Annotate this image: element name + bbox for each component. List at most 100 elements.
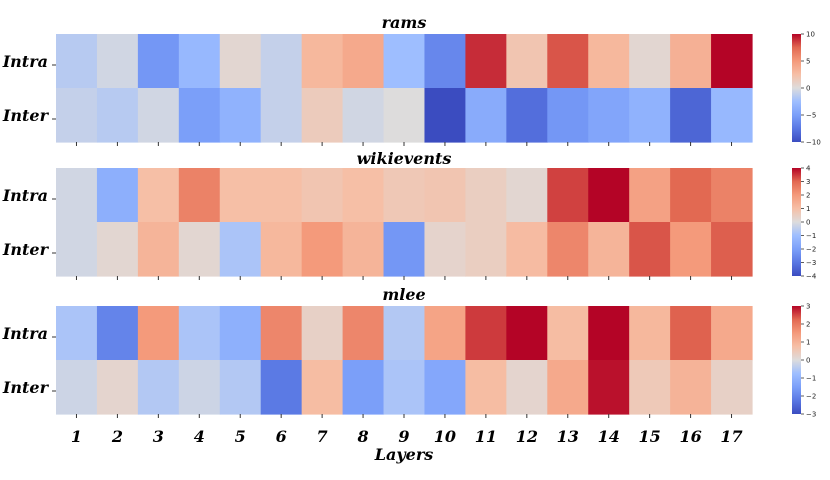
heatmap-cell-wikievents-intra-8 (342, 168, 385, 223)
heatmap-cell-rams-intra-8 (342, 34, 385, 89)
heatmap-cell-wikievents-inter-8 (342, 222, 385, 277)
colorbar-tick-label-wikievents-2: 2 (806, 192, 810, 200)
heatmap-cell-mlee-intra-4 (178, 306, 221, 361)
x-tick-label-15: 15 (639, 427, 661, 446)
heatmap-cell-mlee-inter-13 (547, 360, 589, 415)
heatmap-cell-rams-inter-12 (506, 88, 548, 143)
colorbar-tick-label-mlee-1: 1 (806, 339, 810, 347)
x-tick-label-12: 12 (516, 427, 538, 446)
heatmap-cell-rams-inter-13 (547, 88, 589, 143)
colorbar-tick-label-mlee--3: −3 (806, 411, 816, 419)
heatmap-cell-mlee-inter-17 (711, 360, 753, 415)
heatmap-cell-mlee-inter-8 (342, 360, 385, 415)
heatmap-cell-mlee-intra-3 (137, 306, 180, 361)
heatmap-cell-rams-inter-7 (301, 88, 344, 143)
heatmap-cell-rams-intra-9 (383, 34, 426, 89)
heatmap-cell-wikievents-inter-5 (219, 222, 262, 277)
x-tick-label-6: 6 (276, 427, 287, 446)
heatmap-cell-wikievents-intra-3 (137, 168, 180, 223)
heatmap-cell-wikievents-inter-10 (424, 222, 467, 277)
x-tick-label-13: 13 (557, 427, 579, 446)
heatmap-cell-rams-inter-11 (465, 88, 507, 143)
heatmap-cell-rams-inter-15 (629, 88, 671, 143)
heatmap-cell-wikievents-intra-16 (670, 168, 712, 223)
heatmap-cell-rams-inter-14 (588, 88, 630, 143)
x-axis-label: Layers (374, 445, 434, 464)
heatmap-cell-mlee-inter-9 (383, 360, 426, 415)
heatmap-cell-rams-intra-15 (629, 34, 671, 89)
heatmap-cell-rams-intra-3 (137, 34, 180, 89)
heatmap-cell-mlee-inter-11 (465, 360, 507, 415)
row-label-rams-inter: Inter (2, 106, 50, 125)
heatmap-cell-wikievents-inter-11 (465, 222, 507, 277)
heatmap-cell-mlee-intra-17 (711, 306, 753, 361)
heatmap-cell-wikievents-inter-2 (96, 222, 139, 277)
heatmap-cell-mlee-intra-8 (342, 306, 385, 361)
x-tick-label-16: 16 (679, 427, 701, 446)
heatmap-cell-wikievents-inter-1 (56, 222, 98, 277)
heatmap-cell-wikievents-inter-15 (629, 222, 671, 277)
heatmap-cell-mlee-inter-1 (56, 360, 98, 415)
heatmap-cell-rams-intra-1 (56, 34, 98, 89)
heatmap-cell-rams-inter-8 (342, 88, 385, 143)
colorbar-tick-label-mlee-2: 2 (806, 321, 810, 329)
heatmap-cell-mlee-inter-6 (260, 360, 303, 415)
colorbar-tick-label-wikievents--4: −4 (806, 273, 817, 281)
heatmap-cell-mlee-inter-7 (301, 360, 344, 415)
heatmap-cell-mlee-intra-13 (547, 306, 589, 361)
heatmap-cell-wikievents-intra-11 (465, 168, 507, 223)
colorbar-tick-label-wikievents-3: 3 (806, 178, 810, 186)
heatmap-cell-rams-inter-17 (711, 88, 753, 143)
x-tick-label-8: 8 (356, 427, 368, 446)
x-tick-label-1: 1 (71, 427, 82, 446)
x-tick-label-10: 10 (434, 427, 456, 446)
heatmap-cell-rams-intra-5 (219, 34, 262, 89)
colorbar-tick-label-wikievents-1: 1 (806, 205, 810, 213)
heatmap-cell-rams-inter-4 (178, 88, 221, 143)
heatmap-cell-wikievents-intra-15 (629, 168, 671, 223)
x-tick-label-11: 11 (475, 427, 497, 446)
heatmap-cell-mlee-intra-6 (260, 306, 303, 361)
colorbar-tick-label-wikievents--2: −2 (806, 246, 816, 254)
x-tick-label-4: 4 (194, 427, 205, 446)
heatmap-cell-mlee-inter-15 (629, 360, 671, 415)
row-label-wikievents-inter: Inter (2, 240, 50, 259)
heatmap-cell-wikievents-intra-9 (383, 168, 426, 223)
heatmap-cell-wikievents-inter-16 (670, 222, 712, 277)
heatmap-cell-rams-intra-6 (260, 34, 303, 89)
heatmap-cell-wikievents-intra-14 (588, 168, 630, 223)
heatmap-cell-mlee-inter-14 (588, 360, 630, 415)
heatmap-cell-wikievents-intra-17 (711, 168, 753, 223)
heatmap-cell-rams-inter-3 (137, 88, 180, 143)
heatmap-cell-mlee-inter-16 (670, 360, 712, 415)
heatmap-cell-wikievents-inter-13 (547, 222, 589, 277)
heatmap-cell-wikievents-intra-4 (178, 168, 221, 223)
heatmap-cell-wikievents-inter-3 (137, 222, 180, 277)
heatmap-cell-rams-intra-10 (424, 34, 467, 89)
heatmap-cell-rams-intra-13 (547, 34, 589, 89)
heatmap-cell-wikievents-intra-7 (301, 168, 344, 223)
row-label-rams-intra: Intra (2, 52, 48, 71)
heatmap-cell-wikievents-inter-17 (711, 222, 753, 277)
heatmap-cell-wikievents-intra-6 (260, 168, 303, 223)
heatmap-cell-rams-inter-5 (219, 88, 262, 143)
heatmap-cell-mlee-intra-14 (588, 306, 630, 361)
heatmap-cell-wikievents-inter-7 (301, 222, 344, 277)
heatmap-cell-wikievents-inter-9 (383, 222, 426, 277)
heatmap-cell-mlee-intra-2 (96, 306, 139, 361)
x-tick-label-17: 17 (720, 427, 742, 446)
heatmap-cell-mlee-intra-15 (629, 306, 671, 361)
heatmap-cell-rams-inter-6 (260, 88, 303, 143)
heatmap-cell-rams-inter-16 (670, 88, 712, 143)
x-tick-label-14: 14 (598, 427, 620, 446)
heatmap-cell-wikievents-inter-4 (178, 222, 221, 277)
heatmap-cell-rams-inter-9 (383, 88, 426, 143)
heatmap-cell-rams-intra-17 (711, 34, 753, 89)
heatmap-cell-wikievents-inter-12 (506, 222, 548, 277)
colorbar-tick-label-wikievents-4: 4 (806, 165, 811, 173)
heatmap-cell-rams-inter-1 (56, 88, 98, 143)
x-tick-label-5: 5 (235, 427, 246, 446)
heatmap-cell-mlee-intra-12 (506, 306, 548, 361)
heatmap-cell-wikievents-intra-12 (506, 168, 548, 223)
